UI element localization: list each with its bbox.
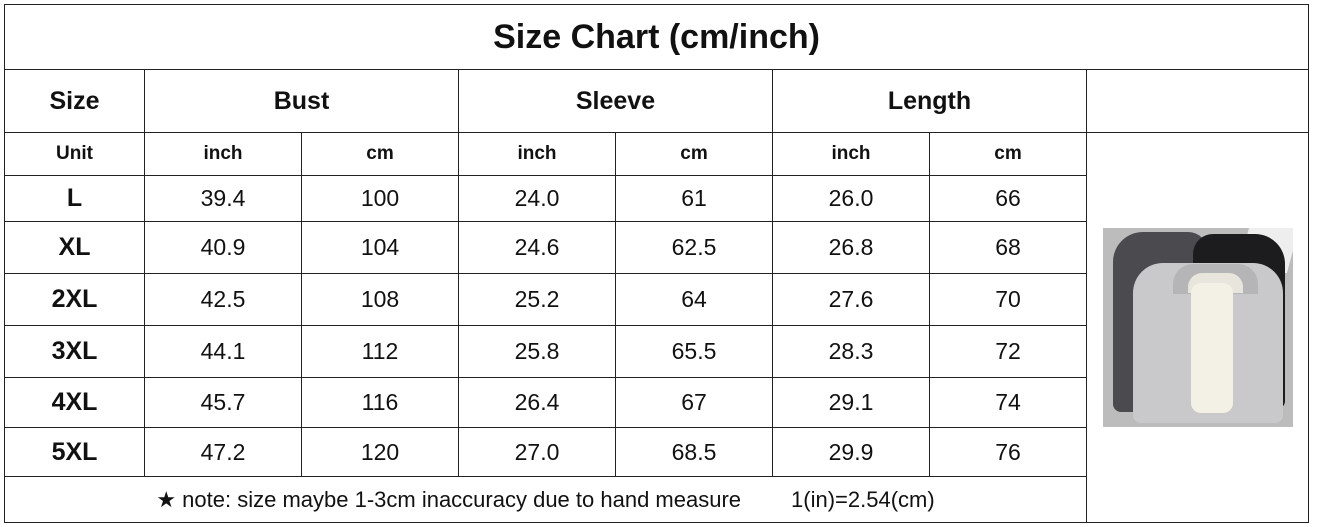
table-row: 4XL 45.7 116 26.4 67 29.1 74 — [4, 377, 1309, 428]
size-cell: 3XL — [4, 325, 145, 378]
value-cell-length-cm: 68 — [929, 221, 1087, 274]
header-empty — [1085, 69, 1310, 133]
value-cell-length-in: 29.9 — [772, 427, 930, 477]
value-cell-length-in: 27.6 — [772, 273, 930, 326]
header-sleeve: Sleeve — [458, 69, 773, 133]
table-row: 5XL 47.2 120 27.0 68.5 29.9 76 — [4, 427, 1309, 477]
value-cell-sleeve-cm: 68.5 — [615, 427, 773, 477]
value-cell-sleeve-in: 26.4 — [458, 377, 616, 428]
unit-bust-cm: cm — [301, 132, 459, 176]
value-cell-sleeve-in: 25.2 — [458, 273, 616, 326]
unit-length-cm: cm — [929, 132, 1087, 176]
value-cell-length-cm: 70 — [929, 273, 1087, 326]
conversion-text: 1(in)=2.54(cm) — [791, 486, 935, 512]
page-title: Size Chart (cm/inch) — [3, 4, 1310, 70]
value-cell-bust-in: 40.9 — [144, 221, 302, 274]
unit-label: Unit — [4, 132, 145, 176]
product-image — [1102, 228, 1293, 427]
value-cell-bust-in: 39.4 — [144, 175, 302, 222]
header-length: Length — [772, 69, 1087, 133]
value-cell-length-in: 29.1 — [772, 377, 930, 428]
value-cell-bust-in: 45.7 — [144, 377, 302, 428]
value-cell-length-cm: 72 — [929, 325, 1087, 378]
value-cell-length-cm: 66 — [929, 175, 1087, 222]
value-cell-sleeve-cm: 64 — [615, 273, 773, 326]
value-cell-sleeve-cm: 65.5 — [615, 325, 773, 378]
value-cell-sleeve-in: 27.0 — [458, 427, 616, 477]
product-image-cell — [1085, 132, 1310, 523]
size-cell: 4XL — [4, 377, 145, 428]
note-text: ★ note: size maybe 1-3cm inaccuracy due … — [156, 486, 742, 512]
value-cell-sleeve-in: 24.6 — [458, 221, 616, 274]
size-cell: XL — [4, 221, 145, 274]
note-row: ★ note: size maybe 1-3cm inaccuracy due … — [4, 476, 1309, 523]
value-cell-bust-cm: 120 — [301, 427, 459, 477]
value-cell-sleeve-cm: 62.5 — [615, 221, 773, 274]
value-cell-length-cm: 76 — [929, 427, 1087, 477]
note-cell: ★ note: size maybe 1-3cm inaccuracy due … — [4, 476, 1087, 523]
value-cell-bust-cm: 112 — [301, 325, 459, 378]
header-size: Size — [4, 69, 145, 133]
value-cell-bust-cm: 100 — [301, 175, 459, 222]
table-row: L 39.4 100 24.0 61 26.0 66 — [4, 175, 1309, 222]
size-cell: L — [4, 175, 145, 222]
value-cell-length-in: 26.8 — [772, 221, 930, 274]
unit-sleeve-cm: cm — [615, 132, 773, 176]
value-cell-bust-cm: 108 — [301, 273, 459, 326]
size-cell: 5XL — [4, 427, 145, 477]
value-cell-sleeve-in: 24.0 — [458, 175, 616, 222]
value-cell-sleeve-in: 25.8 — [458, 325, 616, 378]
unit-sleeve-inch: inch — [458, 132, 616, 176]
unit-length-inch: inch — [772, 132, 930, 176]
size-cell: 2XL — [4, 273, 145, 326]
value-cell-bust-cm: 116 — [301, 377, 459, 428]
value-cell-bust-in: 47.2 — [144, 427, 302, 477]
unit-bust-inch: inch — [144, 132, 302, 176]
value-cell-sleeve-cm: 61 — [615, 175, 773, 222]
value-cell-bust-cm: 104 — [301, 221, 459, 274]
table-row: 2XL 42.5 108 25.2 64 27.6 70 — [4, 273, 1309, 326]
value-cell-length-in: 28.3 — [772, 325, 930, 378]
header-bust: Bust — [144, 69, 459, 133]
value-cell-length-cm: 74 — [929, 377, 1087, 428]
value-cell-sleeve-cm: 67 — [615, 377, 773, 428]
value-cell-bust-in: 42.5 — [144, 273, 302, 326]
size-chart-table: Size Chart (cm/inch) Size Bust Sleeve Le… — [3, 4, 1310, 523]
value-cell-bust-in: 44.1 — [144, 325, 302, 378]
value-cell-length-in: 26.0 — [772, 175, 930, 222]
